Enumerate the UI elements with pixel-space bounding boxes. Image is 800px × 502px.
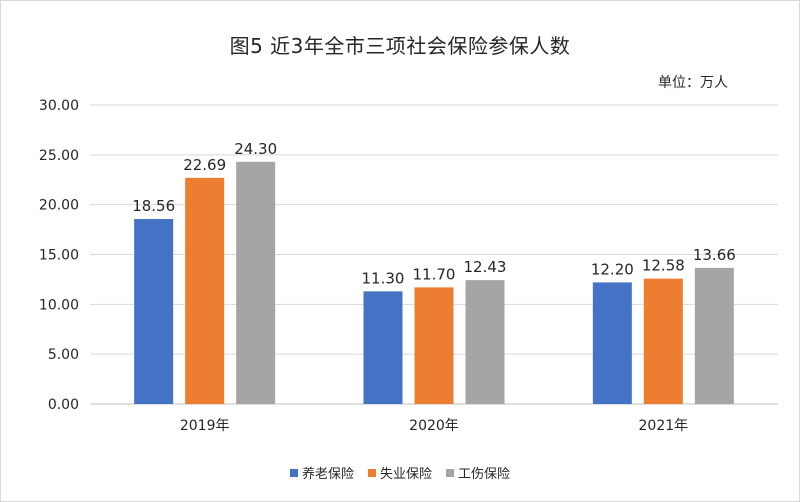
data-label: 11.30 xyxy=(362,269,405,287)
data-label: 13.66 xyxy=(693,246,736,264)
legend-label: 工伤保险 xyxy=(458,467,511,482)
legend-swatch xyxy=(289,468,298,477)
y-tick-label: 0.00 xyxy=(48,397,79,413)
y-tick-label: 10.00 xyxy=(39,297,79,313)
legend-item: 工伤保险 xyxy=(446,463,510,482)
bar xyxy=(643,278,683,404)
legend-swatch xyxy=(446,468,454,477)
data-label: 18.56 xyxy=(132,197,175,215)
data-label: 12.20 xyxy=(591,260,634,278)
legend-swatch xyxy=(367,468,376,477)
chart-title: 图5 近3年全市三项社会保险参保人数 xyxy=(229,34,571,58)
data-label: 11.70 xyxy=(413,265,456,283)
bar xyxy=(592,282,632,404)
bar xyxy=(414,287,454,404)
y-tick-label: 5.00 xyxy=(48,347,79,363)
x-tick-label: 2021年 xyxy=(639,418,689,434)
data-label: 22.69 xyxy=(183,156,226,174)
x-tick-label: 2019年 xyxy=(180,418,230,434)
legend-label: 失业保险 xyxy=(379,467,432,482)
unit-label: 单位：万人 xyxy=(658,75,728,91)
bar xyxy=(185,177,225,404)
y-tick-label: 20.00 xyxy=(39,198,79,214)
chart-legend: 养老保险 失业保险 工伤保险 xyxy=(0,463,800,482)
data-label: 24.30 xyxy=(234,140,277,158)
y-tick-label: 15.00 xyxy=(39,248,79,264)
bar xyxy=(363,291,403,404)
legend-item: 养老保险 xyxy=(289,463,354,482)
data-label: 12.58 xyxy=(642,257,685,275)
y-tick-label: 25.00 xyxy=(39,148,79,164)
bar xyxy=(236,161,276,404)
bar xyxy=(694,267,734,404)
bar xyxy=(465,280,505,404)
x-tick-label: 2020年 xyxy=(409,418,459,434)
bar xyxy=(134,219,174,404)
y-tick-label: 30.00 xyxy=(39,98,79,114)
legend-label: 养老保险 xyxy=(301,467,354,482)
data-label: 12.43 xyxy=(464,258,507,276)
legend-item: 失业保险 xyxy=(367,463,432,482)
